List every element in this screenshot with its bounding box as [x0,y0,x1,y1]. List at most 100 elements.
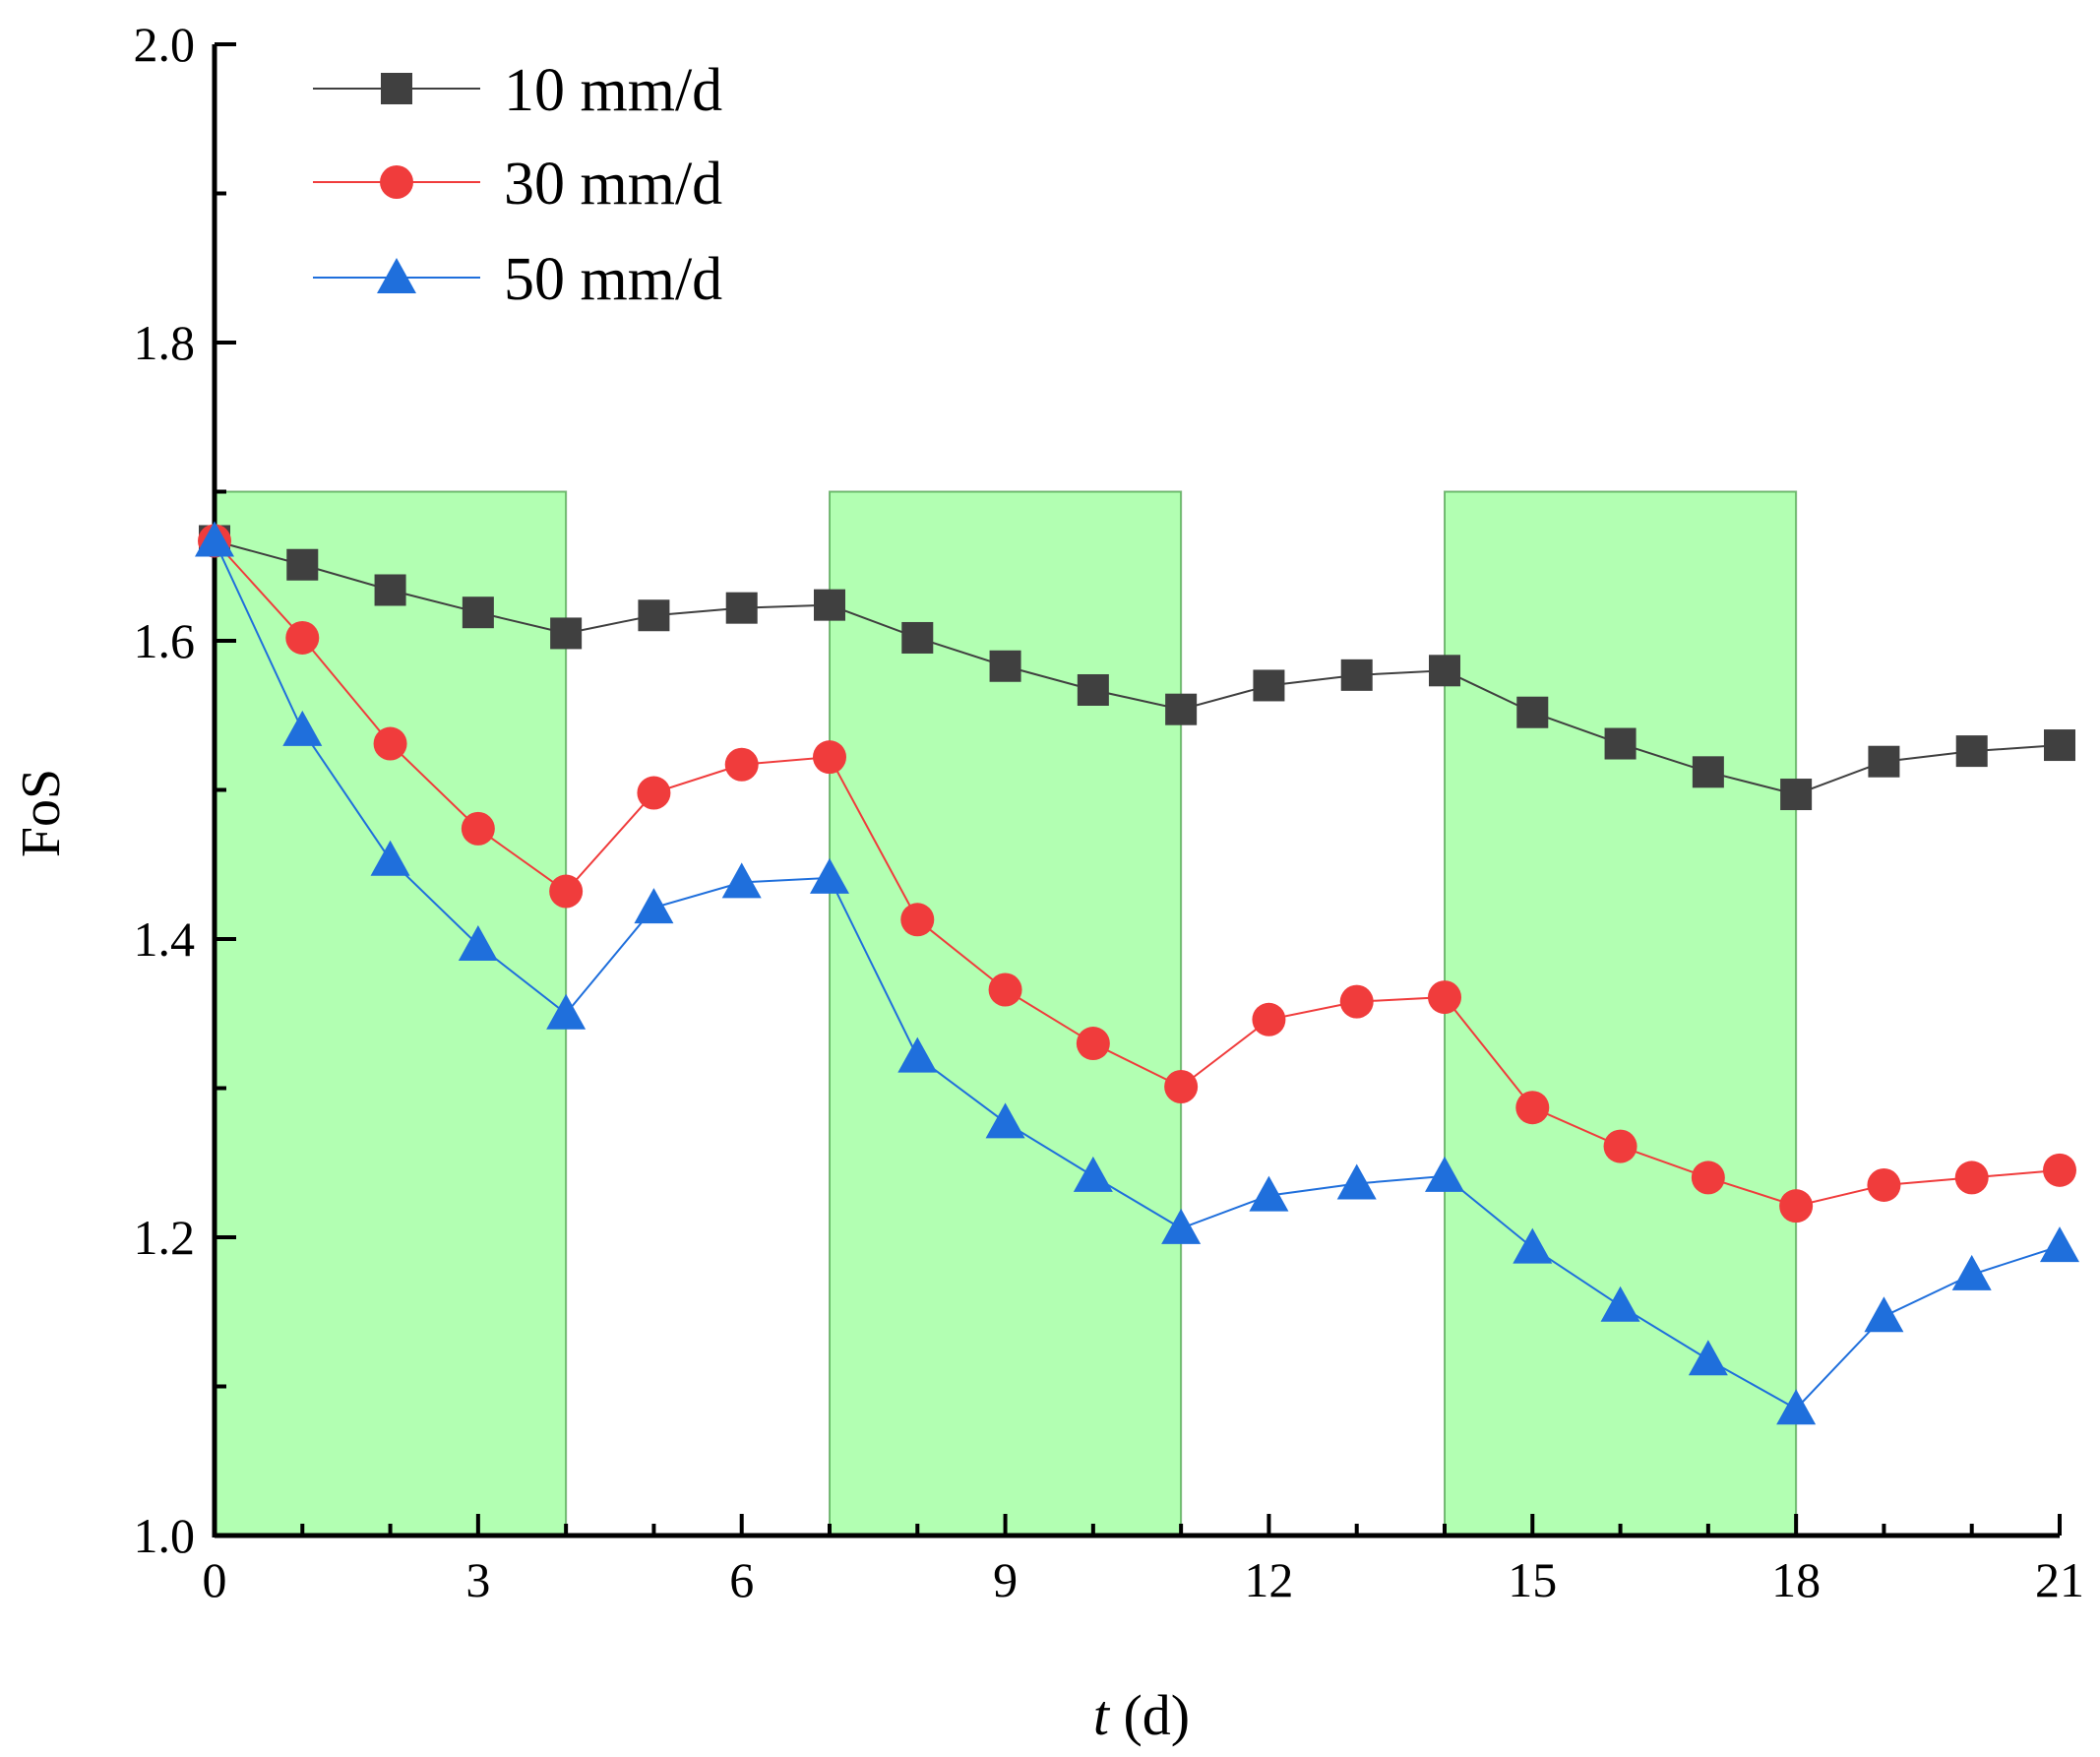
data-point [373,726,407,761]
x-tick-label: 9 [993,1552,1018,1607]
data-point [1515,1091,1550,1125]
series-line [214,539,2061,1208]
data-point [461,811,495,846]
y-tick-label: 2.0 [134,17,196,72]
series-line [214,540,2061,1411]
x-tick-label: 0 [203,1552,227,1607]
data-point [897,1036,938,1073]
data-point [374,574,406,606]
data-point [900,903,935,937]
data-point [1249,1175,1289,1212]
data-point [1603,1129,1637,1163]
legend-label: 10 mm/d [504,57,722,124]
data-point [988,973,1022,1007]
data-point [1604,727,1637,760]
data-point [810,857,849,894]
legend-item-3: 50 mm/d [313,246,722,313]
data-point [1516,696,1549,728]
data-point [1688,1340,1728,1376]
shaded-interval-3 [1444,490,1798,1537]
data-point [1429,655,1460,687]
legend: 10 mm/d 30 mm/d 50 mm/d [313,57,722,313]
y-tick-label: 1.6 [134,613,196,668]
data-point [2043,1153,2076,1187]
data-point [985,1102,1025,1139]
y-tick-label: 1.8 [134,315,196,370]
data-point [1077,673,1109,706]
data-point [1253,669,1285,702]
data-point [901,621,934,654]
y-tick-label: 1.2 [134,1210,196,1265]
x-tick-label: 6 [729,1552,754,1607]
series-3 [195,521,2079,1425]
data-point [1868,745,1900,778]
data-point [1073,1156,1113,1192]
data-point [549,874,584,909]
data-point [721,862,762,899]
data-point [1600,1286,1640,1322]
data-point [1955,735,1988,768]
data-point [2040,1226,2079,1263]
legend-marker [377,258,416,293]
legend-marker [380,165,413,199]
data-point [725,592,758,624]
data-point [1864,1296,1904,1333]
x-axis-label: t (d) [1093,1683,1190,1747]
data-point [370,840,410,876]
series [195,521,2079,1425]
rain-period-shading [214,490,1798,1537]
shaded-interval-1 [214,490,568,1537]
data-point [1776,1389,1817,1425]
data-point [1164,1069,1199,1103]
data-point [724,747,759,782]
data-point [1779,1189,1814,1224]
data-point [282,710,323,746]
y-tick-label: 1.0 [134,1508,196,1563]
data-point [1252,1002,1286,1036]
data-point [813,740,846,775]
series-line [214,539,2061,796]
series-2 [198,524,2076,1224]
data-point [462,596,494,629]
legend-item-2: 30 mm/d [313,151,722,218]
data-point [1692,756,1724,788]
data-point [989,650,1021,682]
y-tick-label: 1.4 [134,911,196,967]
data-point [285,620,320,655]
data-point [638,599,670,632]
data-point [1513,1227,1553,1264]
data-point [1780,779,1813,811]
data-point [458,925,498,962]
legend-marker [381,73,412,104]
data-point [634,888,674,924]
data-point [1428,980,1461,1015]
data-point [1425,1156,1464,1192]
data-point [637,776,671,810]
data-point [1339,984,1374,1019]
legend-label: 30 mm/d [504,151,722,218]
data-point [1954,1161,1989,1195]
data-point [550,617,583,650]
data-point [1161,1208,1202,1244]
x-tick-label: 15 [1508,1552,1557,1607]
x-tick-label: 12 [1244,1552,1293,1607]
data-point [1340,659,1373,691]
data-point [1165,693,1198,725]
data-point [546,993,587,1030]
x-axis-label-variable: t [1093,1683,1111,1747]
axes: 0 3 6 9 12 15 18 21 1.0 1.2 1.4 1.6 1.8 2.0 [134,17,2085,1607]
x-tick-label: 18 [1771,1552,1821,1607]
data-point [1691,1161,1725,1195]
data-point [195,521,234,557]
legend-label: 50 mm/d [504,246,722,313]
y-axis-label: FoS [11,769,72,857]
data-point [2044,729,2075,762]
x-tick-label: 21 [2035,1552,2084,1607]
legend-item-1: 10 mm/d [313,57,722,124]
data-point [1867,1167,1901,1202]
x-tick-label: 3 [465,1552,490,1607]
shaded-interval-2 [829,490,1183,1537]
data-point [814,589,845,621]
data-point [1336,1163,1377,1200]
data-point [286,548,319,581]
